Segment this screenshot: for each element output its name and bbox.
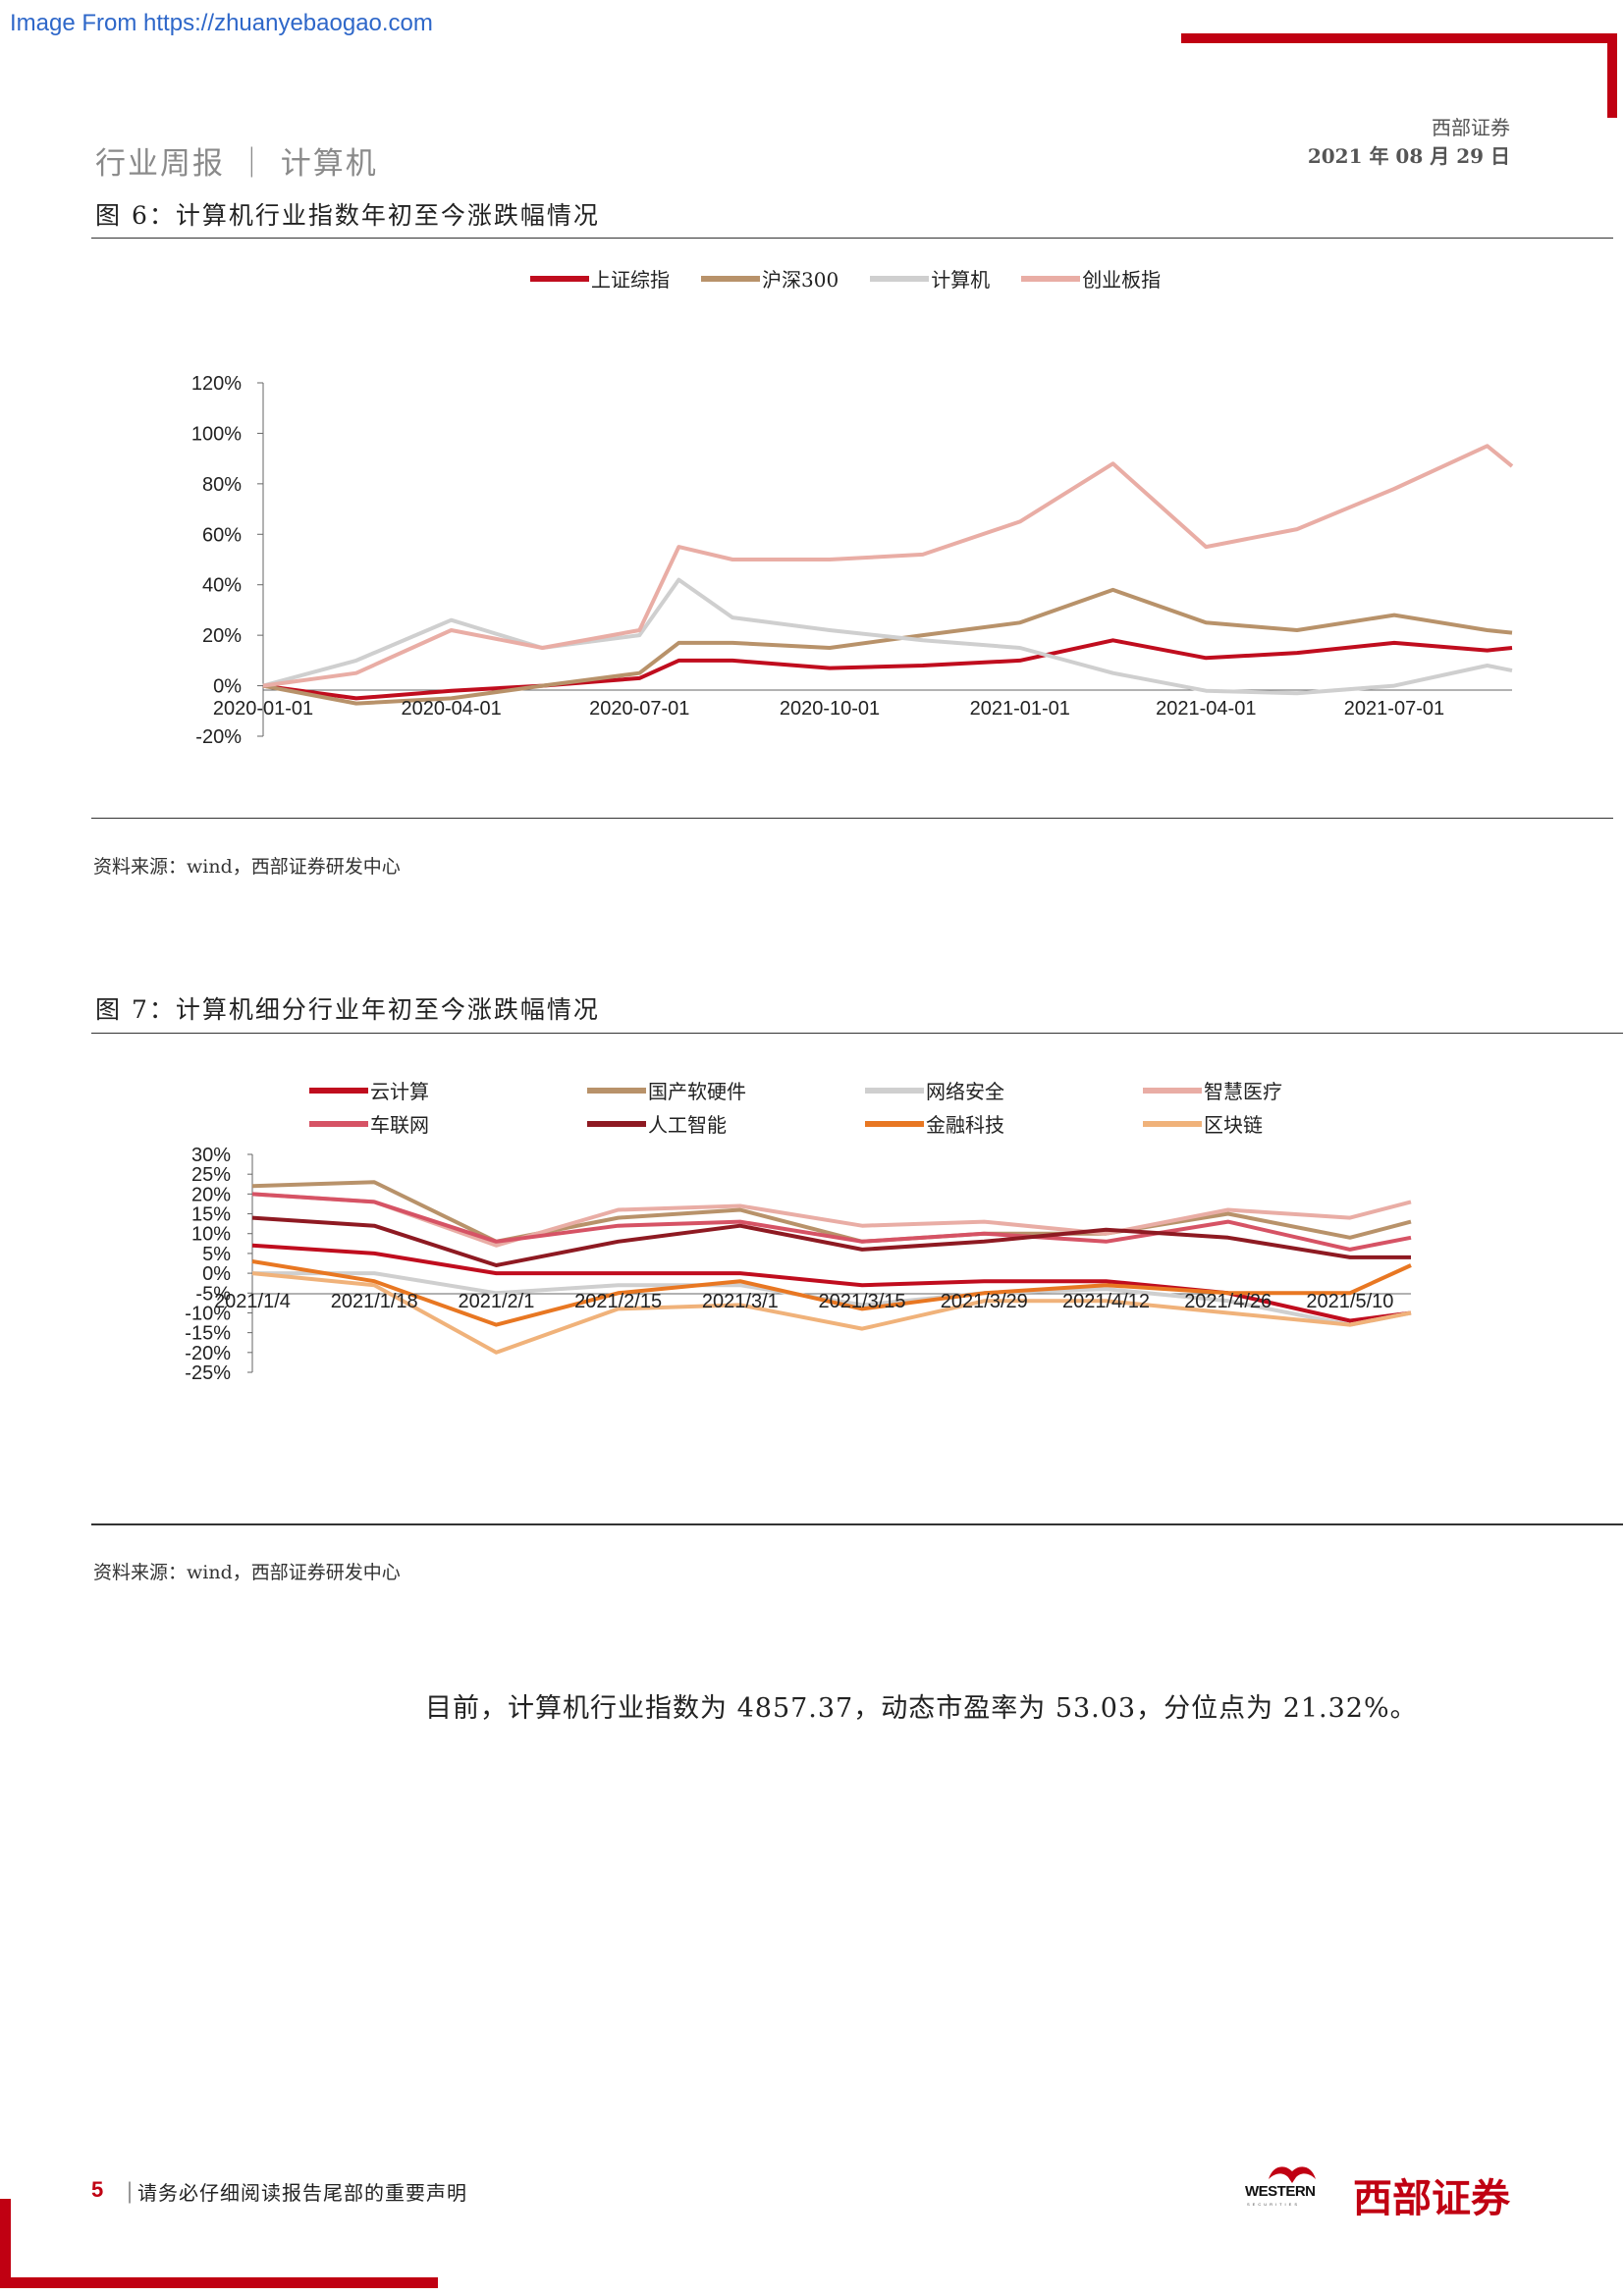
series-line-5 [251,1215,1411,1267]
y-tick-label: 10% [191,1224,231,1246]
y-tick-label: 15% [191,1204,231,1226]
legend-swatch [530,275,589,282]
footer-separator: ｜ [119,2182,141,2207]
series-line-0 [262,638,1513,701]
y-tick-label: 80% [202,474,242,496]
watermark[interactable]: Image From https://zhuanyebaogao.com [10,10,433,36]
bottom-accent-bar [0,2277,438,2288]
series-line-2 [262,577,1513,696]
x-tick-label: 2021-04-01 [1156,698,1256,720]
bottom-accent-vertical [0,2199,11,2288]
series-line-3 [251,1192,1412,1248]
x-tick-label: 2021/3/15 [819,1291,906,1312]
series-line-2 [252,1271,1412,1327]
x-tick-label: 2021/2/1 [458,1291,534,1312]
x-tick-label: 2020-01-01 [213,698,313,720]
logo-company-cn: 西部证券 [1353,2176,1510,2221]
x-tick-label: 2020-04-01 [401,698,501,720]
x-tick-label: 2021-01-01 [970,698,1070,720]
figure-6-bottom-rule [91,818,1613,819]
figure-6-title: 图 6：计算机行业指数年初至今涨跌幅情况 [95,201,600,230]
figure-7-bottom-rule [91,1523,1623,1525]
x-tick-label: 2021/1/4 [214,1291,291,1312]
y-tick-label: -20% [195,726,242,748]
page-number: 5 [91,2177,104,2202]
y-tick-label: 25% [191,1164,231,1186]
logo-western: WESTERN [1245,2183,1316,2200]
x-tick-label: 2021/4/12 [1062,1291,1150,1312]
footer-disclaimer: 请务必仔细阅读报告尾部的重要声明 [137,2181,467,2205]
figure-7-title: 图 7：计算机细分行业年初至今涨跌幅情况 [95,995,600,1024]
y-tick-label: -5% [195,1283,231,1305]
body-paragraph: 目前，计算机行业指数为 4857.37，动态市盈率为 53.03，分位点为 21… [425,1693,1418,1724]
top-accent-vertical [1607,33,1617,118]
x-tick-label: 2021/1/18 [331,1291,418,1312]
series-line-3 [262,444,1514,688]
y-tick-label: -15% [185,1323,231,1345]
y-tick-label: 100% [191,423,242,445]
series-line-6 [251,1259,1412,1327]
bull-logo-icon [1269,2166,1316,2183]
y-tick-label: 5% [202,1244,231,1265]
legend-label-csi300: 沪深300 [762,268,839,292]
y-tick-label: 40% [202,575,242,597]
y-tick-label: 30% [191,1145,231,1166]
header-date: 2021 年 08 月 29 日 [1307,144,1510,168]
legend-label-chinext: 创业板指 [1082,268,1162,292]
y-tick-label: 0% [213,676,242,698]
x-tick-label: 2021/4/26 [1184,1291,1272,1312]
x-tick-label: 2021-07-01 [1344,698,1444,720]
y-tick-label: -20% [185,1343,231,1364]
header-company: 西部证券 [1432,116,1510,139]
legend-swatch [1021,275,1081,282]
y-tick-label: -10% [185,1303,231,1324]
series-line-0 [251,1243,1412,1323]
y-tick-label: 20% [202,625,242,647]
figure-6-source: 资料来源：wind，西部证券研发中心 [93,856,401,878]
logo-securities: SECURITIES [1247,2202,1301,2207]
figure-7-source: 资料来源：wind，西部证券研发中心 [93,1562,401,1583]
series-line-4 [251,1192,1412,1252]
figure-7-top-rule [91,1033,1623,1034]
y-tick-label: 20% [191,1184,231,1205]
legend-swatch [870,275,930,282]
x-tick-label: 2020-07-01 [589,698,689,720]
x-tick-label: 2021/5/10 [1306,1291,1393,1312]
x-tick-label: 2020-10-01 [780,698,880,720]
series-line-7 [251,1271,1412,1355]
figure-6-top-rule [91,238,1613,239]
x-tick-label: 2021/3/29 [941,1291,1028,1312]
legend-swatch [701,275,760,282]
series-line-1 [262,587,1513,706]
figure-6-legend: 上证综指 沪深300 计算机 创业板指 [530,264,1161,293]
x-tick-label: 2021/2/15 [574,1291,662,1312]
y-tick-label: 0% [202,1263,231,1285]
top-accent-bar [1181,33,1607,43]
y-tick-label: 120% [191,373,242,395]
legend-label-sse: 上证综指 [591,268,670,292]
y-tick-label: 60% [202,524,242,546]
legend-label-computer: 计算机 [931,268,991,292]
header-section: 行业周报 ｜ 计算机 [95,146,378,182]
x-tick-label: 2021/3/1 [702,1291,779,1312]
y-tick-label: -25% [185,1362,231,1384]
